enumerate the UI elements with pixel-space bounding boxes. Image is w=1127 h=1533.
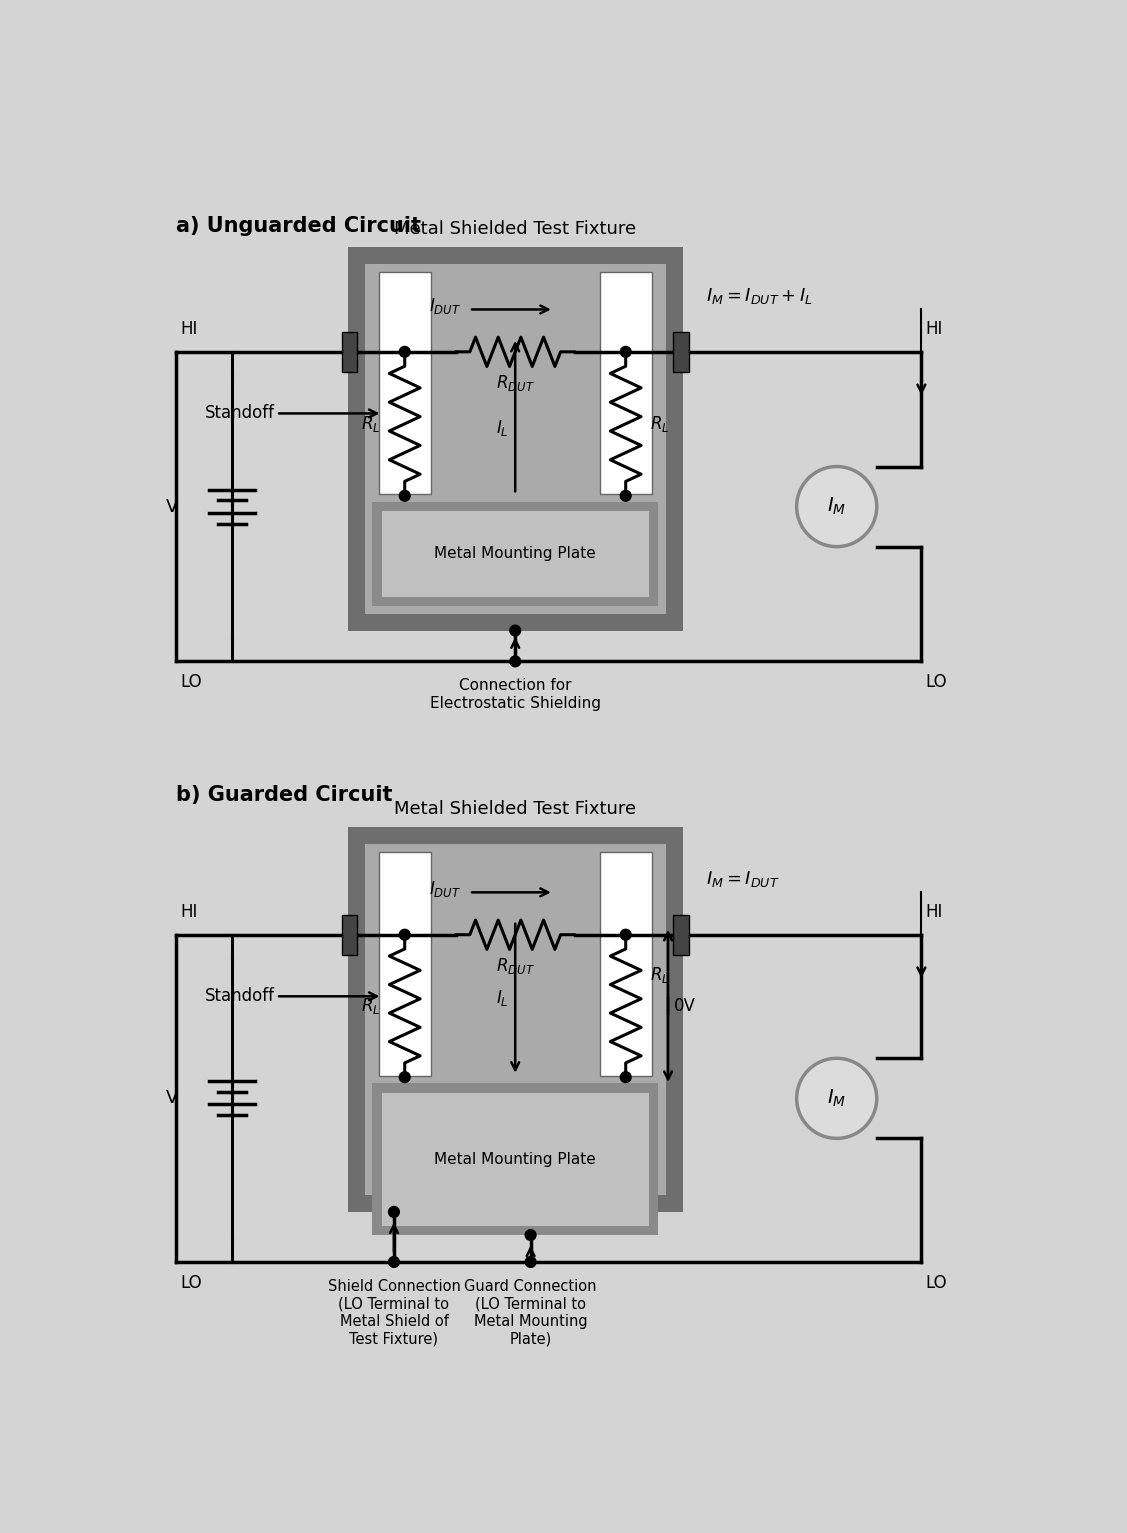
Bar [382, 510, 649, 596]
Bar [341, 915, 357, 955]
Circle shape [399, 346, 410, 357]
Text: $R_L$: $R_L$ [650, 414, 669, 434]
Text: $I_M$: $I_M$ [827, 1088, 846, 1108]
Bar [382, 1093, 649, 1226]
Bar [365, 843, 666, 1194]
Text: V: V [166, 1090, 178, 1107]
Text: b) Guarded Circuit: b) Guarded Circuit [176, 785, 392, 805]
Circle shape [620, 491, 631, 501]
Text: LO: LO [925, 673, 947, 691]
Text: HI: HI [925, 903, 942, 921]
Text: $I_{DUT}$: $I_{DUT}$ [429, 878, 461, 898]
Bar [600, 271, 651, 494]
Bar [379, 851, 431, 1076]
Text: Metal Shielded Test Fixture: Metal Shielded Test Fixture [394, 800, 637, 817]
Text: Guard Connection
(LO Terminal to
Metal Mounting
Plate): Guard Connection (LO Terminal to Metal M… [464, 1279, 597, 1346]
Bar [674, 331, 689, 373]
Text: Metal Mounting Plate: Metal Mounting Plate [434, 1151, 596, 1167]
Text: LO: LO [180, 673, 202, 691]
Bar [600, 851, 651, 1076]
Text: Metal Mounting Plate: Metal Mounting Plate [434, 546, 596, 561]
Circle shape [525, 1229, 536, 1240]
Circle shape [509, 656, 521, 667]
Circle shape [620, 1072, 631, 1082]
Circle shape [620, 929, 631, 940]
Text: $I_L$: $I_L$ [496, 417, 509, 437]
Circle shape [399, 491, 410, 501]
Text: $I_M = I_{DUT}$: $I_M = I_{DUT}$ [706, 869, 780, 889]
Text: HI: HI [925, 320, 942, 337]
Circle shape [399, 929, 410, 940]
Text: HI: HI [180, 320, 197, 337]
Text: $R_L$: $R_L$ [361, 414, 380, 434]
Circle shape [797, 466, 877, 547]
Bar [372, 501, 658, 606]
Text: $R_L$: $R_L$ [361, 996, 380, 1016]
Text: Connection for
Electrostatic Shielding: Connection for Electrostatic Shielding [429, 678, 601, 711]
Text: Shield Connection
(LO Terminal to
Metal Shield of
Test Fixture): Shield Connection (LO Terminal to Metal … [328, 1279, 461, 1346]
Circle shape [389, 1206, 399, 1217]
Bar [341, 331, 357, 373]
Circle shape [399, 1072, 410, 1082]
Text: $I_M = I_{DUT} + I_L$: $I_M = I_{DUT} + I_L$ [706, 285, 813, 305]
Circle shape [525, 1257, 536, 1268]
Text: HI: HI [180, 903, 197, 921]
Circle shape [509, 625, 521, 636]
Bar [372, 1084, 658, 1236]
Circle shape [620, 346, 631, 357]
Text: Standoff: Standoff [205, 987, 275, 1006]
Text: $R_{DUT}$: $R_{DUT}$ [496, 957, 534, 977]
Bar [365, 264, 666, 613]
Bar [379, 271, 431, 494]
Text: LO: LO [925, 1274, 947, 1291]
Text: $I_L$: $I_L$ [496, 989, 509, 1009]
Text: LO: LO [180, 1274, 202, 1291]
Text: $R_{DUT}$: $R_{DUT}$ [496, 374, 534, 394]
Text: Metal Shielded Test Fixture: Metal Shielded Test Fixture [394, 219, 637, 238]
Text: Standoff: Standoff [205, 405, 275, 423]
Text: $I_M$: $I_M$ [827, 497, 846, 517]
Text: V: V [166, 498, 178, 515]
Text: a) Unguarded Circuit: a) Unguarded Circuit [176, 216, 421, 236]
Text: 0V: 0V [674, 996, 696, 1015]
Circle shape [389, 1257, 399, 1268]
Bar [674, 915, 689, 955]
Circle shape [797, 1058, 877, 1139]
Text: $I_{DUT}$: $I_{DUT}$ [429, 296, 461, 316]
Text: $R_L$: $R_L$ [650, 966, 669, 986]
Bar [348, 247, 683, 630]
Bar [348, 826, 683, 1213]
